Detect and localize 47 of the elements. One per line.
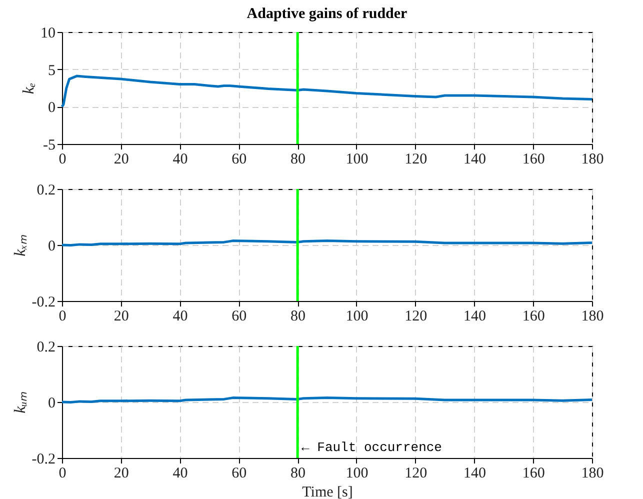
x-tick-label: 140: [463, 308, 486, 324]
x-tick-label: 20: [114, 152, 129, 168]
x-tick-label: 160: [522, 152, 545, 168]
x-tick-label: 0: [58, 308, 66, 324]
x-tick-label: 80: [290, 308, 306, 324]
x-tick-label: 120: [404, 466, 428, 482]
x-tick-label: 60: [232, 466, 247, 482]
x-tick-label: 20: [114, 308, 129, 324]
y-axis-title: kₓₘ: [12, 234, 29, 256]
x-tick-label: 0: [58, 152, 66, 168]
x-tick-label: 60: [232, 308, 247, 324]
y-axis-title: kₑ: [20, 82, 38, 94]
y-tick-label: 0: [48, 100, 56, 116]
x-tick-label: 120: [404, 152, 428, 168]
x-tick-label: 120: [404, 308, 428, 324]
x-tick-label: 20: [114, 466, 129, 482]
x-tick-label: 80: [290, 466, 306, 482]
x-tick-label: 160: [522, 466, 545, 482]
x-tick-label: 0: [58, 466, 66, 482]
x-tick-label: 100: [346, 308, 368, 324]
x-tick-label: 180: [581, 308, 604, 324]
y-tick-label: 0: [48, 396, 56, 412]
y-tick-label: -0.2: [32, 294, 56, 310]
x-tick-label: 100: [346, 466, 368, 482]
chart-title: Adaptive gains of rudder: [246, 6, 408, 22]
y-tick-label: -0.2: [32, 452, 56, 468]
x-tick-label: 140: [463, 152, 486, 168]
x-tick-label: 40: [172, 308, 188, 324]
x-tick-label: 100: [346, 152, 368, 168]
y-tick-label: -5: [43, 138, 56, 154]
y-tick-label: 5: [48, 62, 56, 79]
x-tick-label: 180: [581, 152, 604, 168]
x-tick-label: 180: [581, 466, 604, 482]
y-tick-label: 0.2: [36, 340, 56, 356]
x-tick-label: 80: [290, 152, 306, 168]
annotation: ← Fault occurrence: [302, 440, 442, 455]
x-tick-label: 160: [522, 308, 545, 324]
y-tick-label: 0: [48, 238, 56, 254]
x-tick-label: 40: [172, 466, 188, 482]
y-axis-title: kᵤₘ: [12, 392, 29, 414]
line-series: [60, 74, 594, 108]
x-tick-label: 40: [172, 152, 188, 168]
x-tick-label: 140: [463, 466, 486, 482]
x-axis-title: Time [s]: [302, 484, 353, 499]
x-tick-label: 60: [232, 152, 247, 168]
y-tick-label: 0.2: [36, 182, 56, 198]
y-tick-label: 10: [40, 26, 56, 42]
